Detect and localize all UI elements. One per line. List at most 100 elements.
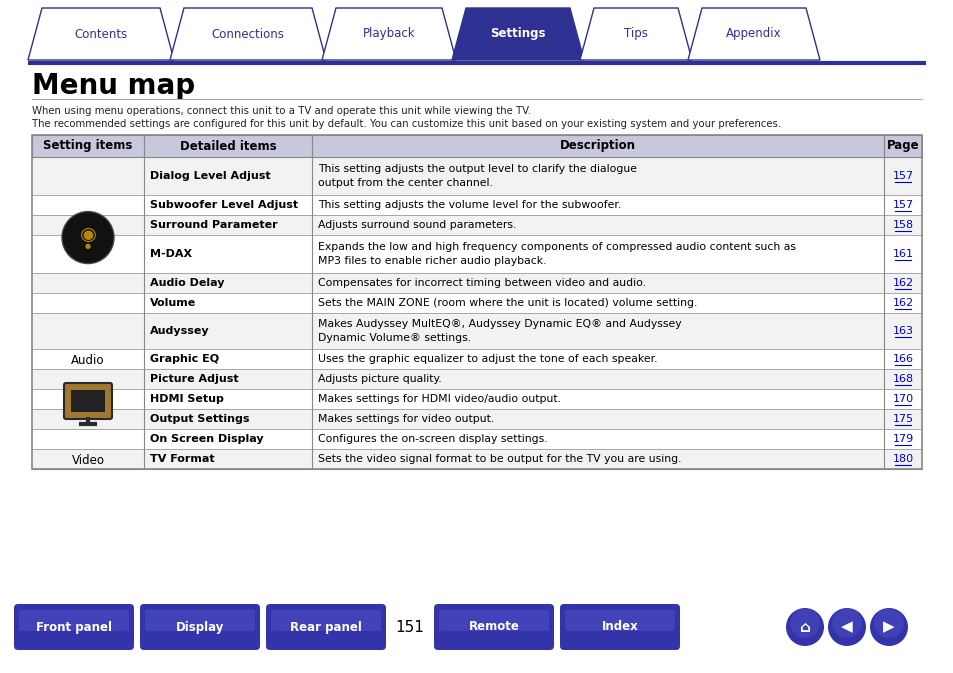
Text: Adjusts surround sound parameters.: Adjusts surround sound parameters. — [317, 220, 516, 230]
FancyBboxPatch shape — [14, 604, 133, 650]
Bar — [32, 235, 921, 273]
Text: ⌂: ⌂ — [799, 620, 810, 635]
FancyBboxPatch shape — [434, 604, 554, 650]
Text: 161: 161 — [892, 249, 913, 259]
FancyBboxPatch shape — [266, 604, 386, 650]
Text: ▶: ▶ — [882, 620, 894, 635]
Text: 162: 162 — [891, 298, 913, 308]
Text: Sets the MAIN ZONE (room where the unit is located) volume setting.: Sets the MAIN ZONE (room where the unit … — [317, 298, 697, 308]
FancyBboxPatch shape — [559, 604, 679, 650]
Text: 157: 157 — [891, 200, 913, 210]
FancyBboxPatch shape — [145, 610, 254, 631]
Bar — [32, 389, 921, 409]
Text: ●: ● — [85, 242, 91, 248]
Text: Dynamic Volume® settings.: Dynamic Volume® settings. — [317, 333, 471, 343]
Text: 162: 162 — [891, 278, 913, 288]
Text: Audio Delay: Audio Delay — [150, 278, 224, 288]
Polygon shape — [170, 8, 326, 60]
Circle shape — [62, 211, 113, 264]
Bar — [32, 273, 921, 293]
Bar — [32, 135, 921, 157]
Text: Audio: Audio — [71, 355, 105, 367]
Text: Menu map: Menu map — [32, 72, 195, 100]
Text: Makes Audyssey MultEQ®, Audyssey Dynamic EQ® and Audyssey: Makes Audyssey MultEQ®, Audyssey Dynamic… — [317, 319, 680, 329]
Text: Volume: Volume — [150, 298, 196, 308]
FancyBboxPatch shape — [271, 610, 380, 631]
Circle shape — [789, 608, 819, 638]
Polygon shape — [28, 8, 173, 60]
Text: Uses the graphic equalizer to adjust the tone of each speaker.: Uses the graphic equalizer to adjust the… — [317, 354, 657, 364]
Text: MP3 files to enable richer audio playback.: MP3 files to enable richer audio playbac… — [317, 256, 546, 267]
Bar — [32, 157, 921, 195]
Circle shape — [785, 608, 823, 646]
Circle shape — [869, 608, 907, 646]
Text: Detailed items: Detailed items — [179, 139, 276, 153]
Bar — [32, 449, 921, 469]
Text: Dialog Level Adjust: Dialog Level Adjust — [150, 171, 271, 181]
Text: 179: 179 — [891, 434, 913, 444]
Bar — [32, 195, 921, 215]
Text: The recommended settings are configured for this unit by default. You can custom: The recommended settings are configured … — [32, 119, 781, 129]
FancyBboxPatch shape — [564, 610, 675, 631]
FancyBboxPatch shape — [140, 604, 260, 650]
Text: When using menu operations, connect this unit to a TV and operate this unit whil: When using menu operations, connect this… — [32, 106, 531, 116]
Circle shape — [873, 608, 902, 638]
Text: HDMI Setup: HDMI Setup — [150, 394, 224, 404]
Text: M-DAX: M-DAX — [150, 249, 192, 259]
Text: Adjusts picture quality.: Adjusts picture quality. — [317, 374, 441, 384]
Bar — [32, 215, 921, 235]
Bar — [71, 390, 105, 412]
Text: Display: Display — [175, 621, 224, 633]
Polygon shape — [322, 8, 456, 60]
Bar — [32, 429, 921, 449]
Text: Front panel: Front panel — [36, 621, 112, 633]
Text: Surround Parameter: Surround Parameter — [150, 220, 277, 230]
Text: Makes settings for video output.: Makes settings for video output. — [317, 414, 494, 424]
Text: This setting adjusts the volume level for the subwoofer.: This setting adjusts the volume level fo… — [317, 200, 620, 210]
Text: Compensates for incorrect timing between video and audio.: Compensates for incorrect timing between… — [317, 278, 645, 288]
Circle shape — [827, 608, 865, 646]
Text: Playback: Playback — [362, 28, 415, 40]
Text: Makes settings for HDMI video/audio output.: Makes settings for HDMI video/audio outp… — [317, 394, 560, 404]
Text: Rear panel: Rear panel — [290, 621, 361, 633]
Text: output from the center channel.: output from the center channel. — [317, 178, 493, 188]
Text: Tips: Tips — [623, 28, 647, 40]
Text: Settings: Settings — [490, 28, 545, 40]
FancyBboxPatch shape — [438, 610, 548, 631]
Text: On Screen Display: On Screen Display — [150, 434, 263, 444]
Text: Contents: Contents — [74, 28, 128, 40]
Text: 151: 151 — [395, 620, 424, 635]
Circle shape — [831, 608, 861, 638]
Text: Subwoofer Level Adjust: Subwoofer Level Adjust — [150, 200, 297, 210]
Bar — [32, 313, 921, 349]
Text: 170: 170 — [891, 394, 913, 404]
Text: 175: 175 — [891, 414, 913, 424]
Text: Remote: Remote — [468, 621, 518, 633]
Text: 163: 163 — [892, 326, 913, 336]
Text: Description: Description — [559, 139, 636, 153]
FancyBboxPatch shape — [19, 610, 129, 631]
Text: Output Settings: Output Settings — [150, 414, 250, 424]
Text: TV Format: TV Format — [150, 454, 214, 464]
Bar — [32, 135, 921, 469]
Text: Picture Adjust: Picture Adjust — [150, 374, 238, 384]
Text: 166: 166 — [892, 354, 913, 364]
Bar — [32, 369, 921, 389]
Polygon shape — [452, 8, 583, 60]
Text: ◉: ◉ — [79, 225, 96, 244]
Text: Index: Index — [601, 621, 638, 633]
Text: Page: Page — [885, 139, 919, 153]
Text: Expands the low and high frequency components of compressed audio content such a: Expands the low and high frequency compo… — [317, 242, 795, 252]
Polygon shape — [687, 8, 820, 60]
Text: 158: 158 — [891, 220, 913, 230]
Text: This setting adjusts the output level to clarify the dialogue: This setting adjusts the output level to… — [317, 164, 637, 174]
Text: Sets the video signal format to be output for the TV you are using.: Sets the video signal format to be outpu… — [317, 454, 680, 464]
Text: Video: Video — [71, 454, 105, 468]
Text: 157: 157 — [891, 171, 913, 181]
Text: Connections: Connections — [212, 28, 284, 40]
Text: 168: 168 — [891, 374, 913, 384]
Polygon shape — [579, 8, 691, 60]
Text: Audyssey: Audyssey — [150, 326, 210, 336]
Bar — [32, 293, 921, 313]
Text: Setting items: Setting items — [43, 139, 132, 153]
